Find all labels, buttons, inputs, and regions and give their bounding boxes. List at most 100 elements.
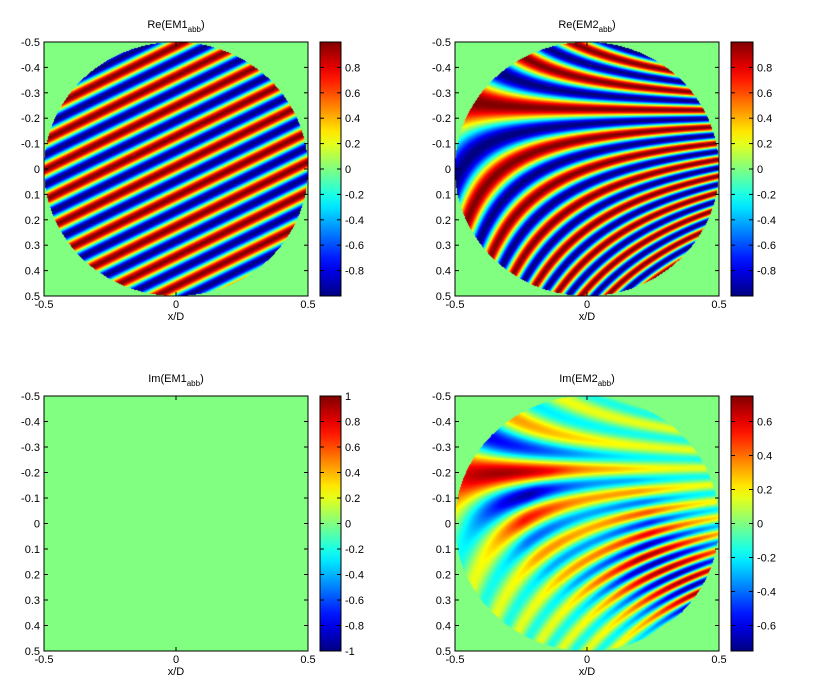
colorbar-tick-label: -0.4 [345,570,364,582]
title-close: ) [611,373,615,385]
colorbar-tick-label: 0 [757,164,763,176]
axes-frame [43,41,309,297]
y-tick-label: 0.1 [25,189,40,201]
y-tick-label: -0.4 [432,62,451,74]
y-tick-label: -0.2 [21,468,40,480]
colorbar-tick-label: 0.6 [345,442,360,454]
y-tick-label: -0.4 [21,62,40,74]
colorbar-tick-label: 0.2 [757,485,772,497]
x-axis-label: x/D [579,311,596,323]
heatmap-image-2 [455,42,719,296]
title-main: Re(EM1 [147,19,187,31]
y-tick-label: 0.1 [25,544,40,556]
y-tick-label: 0.3 [436,240,451,252]
heatmap-image-1 [44,42,308,296]
y-tick-label: 0.4 [436,266,451,278]
y-tick-label: -0.2 [432,468,451,480]
y-tick-label: 0.2 [436,215,451,227]
axes-frame [454,395,720,652]
x-tick-label: -0.5 [446,299,465,311]
x-tick-label: 0 [173,299,179,311]
y-tick-label: 0.1 [436,544,451,556]
y-tick-label: 0.2 [25,570,40,582]
x-tick-label: 0.5 [300,299,315,311]
y-tick-label: 0.4 [436,621,451,633]
colorbar-tick-label: -0.4 [345,215,364,227]
y-tick-label: 0 [445,519,451,531]
y-tick-label: -0.3 [21,88,40,100]
y-tick-label: -0.3 [432,88,451,100]
heatmap-image-3 [44,396,308,651]
y-tick-label: 0.1 [436,189,451,201]
colorbar-tick-label: 0 [345,519,351,531]
colorbar-tick-label: 0.2 [757,139,772,151]
colorbar-tick-label: -0.2 [345,544,364,556]
panel-1: Re(EM1abb) -0.5 -0.4 -0.3 -0.2 -0.1 0 0.1 0.2 0.3… [21,19,364,323]
colorbar-tick-label: 0.6 [757,88,772,100]
x-axis-label: x/D [168,666,185,678]
title-subscript: abb [599,25,613,34]
colorbar-tick-label: 0.2 [345,493,360,505]
y-tick-label: 0.3 [436,595,451,607]
heatmap-image-4 [455,396,719,651]
y-tick-label: 0 [445,164,451,176]
x-axis-label: x/D [579,666,596,678]
colorbar-tick-label: 0.4 [757,451,772,463]
colorbar-tick-label: 0 [757,519,763,531]
colorbar-tick-label: 0.6 [345,88,360,100]
panel-2: Re(EM2abb) -0.5 -0.4 -0.3 -0.2 -0.1 0 0.1 0.2 0.3… [432,19,776,323]
colorbar-tick-label: 0.8 [757,62,772,74]
x-tick-label: 0 [584,299,590,311]
y-tick-label: 0.4 [25,266,40,278]
colorbar-tick-label: 0.2 [345,139,360,151]
y-tick-label: 0.3 [25,240,40,252]
x-tick-label: 0.5 [711,654,726,666]
title-close: ) [612,19,616,31]
panel-title: Im(EM2abb) [559,373,615,388]
colorbar-tick-label: -0.4 [757,215,776,227]
y-tick-label: -0.1 [432,493,451,505]
colorbar-tick-label: -0.8 [757,266,776,278]
colorbar-tick-label: -0.2 [345,189,364,201]
x-tick-label: 0.5 [300,654,315,666]
title-main: Re(EM2 [558,19,598,31]
colorbar-tick-label: -0.4 [757,587,776,599]
colorbar-tick-label: 0.8 [345,417,360,429]
title-main: Im(EM2 [559,373,598,385]
axes-frame [43,395,309,652]
y-tick-label: 0.3 [25,595,40,607]
y-tick-label: -0.1 [21,493,40,505]
y-tick-label: -0.5 [432,37,451,49]
y-tick-label: 0.4 [25,621,40,633]
y-tick-label: -0.5 [21,37,40,49]
y-tick-label: 0 [34,519,40,531]
title-subscript: abb [188,25,202,34]
y-tick-label: 0 [34,164,40,176]
panel-3: Im(EM1abb) -0.5 -0.4 -0.3 -0.2 -0.1 0 0.1 0.2 0.3… [21,373,364,678]
x-tick-label: -0.5 [446,654,465,666]
x-tick-label: 0 [173,654,179,666]
y-tick-label: 0.5 [436,291,451,303]
colorbar-tick-label: -0.2 [757,553,776,565]
title-main: Im(EM1 [148,373,187,385]
colorbar-tick-label: -0.2 [757,189,776,201]
y-tick-label: -0.3 [21,442,40,454]
axes-frame [454,41,720,297]
x-tick-label: 0.5 [711,299,726,311]
colorbar-tick-label: -0.6 [757,240,776,252]
colorbar-tick-label: 0.6 [757,417,772,429]
colorbar-tick-label: -0.6 [757,621,776,633]
panel-title: Im(EM1abb) [148,373,204,388]
y-tick-label: -0.3 [432,442,451,454]
y-tick-label: 0.2 [25,215,40,227]
title-subscript: abb [187,379,201,388]
colorbar-tick-label: 0 [345,164,351,176]
y-tick-label: -0.1 [21,139,40,151]
colorbar-tick-label: 0.4 [345,468,360,480]
y-tick-label: -0.5 [21,391,40,403]
colorbar-tick-label: 1 [345,391,351,403]
colorbar-tick-label: -1 [345,646,355,658]
colorbar-tick-label: -0.6 [345,240,364,252]
colorbar-tick-label: -0.8 [345,266,364,278]
